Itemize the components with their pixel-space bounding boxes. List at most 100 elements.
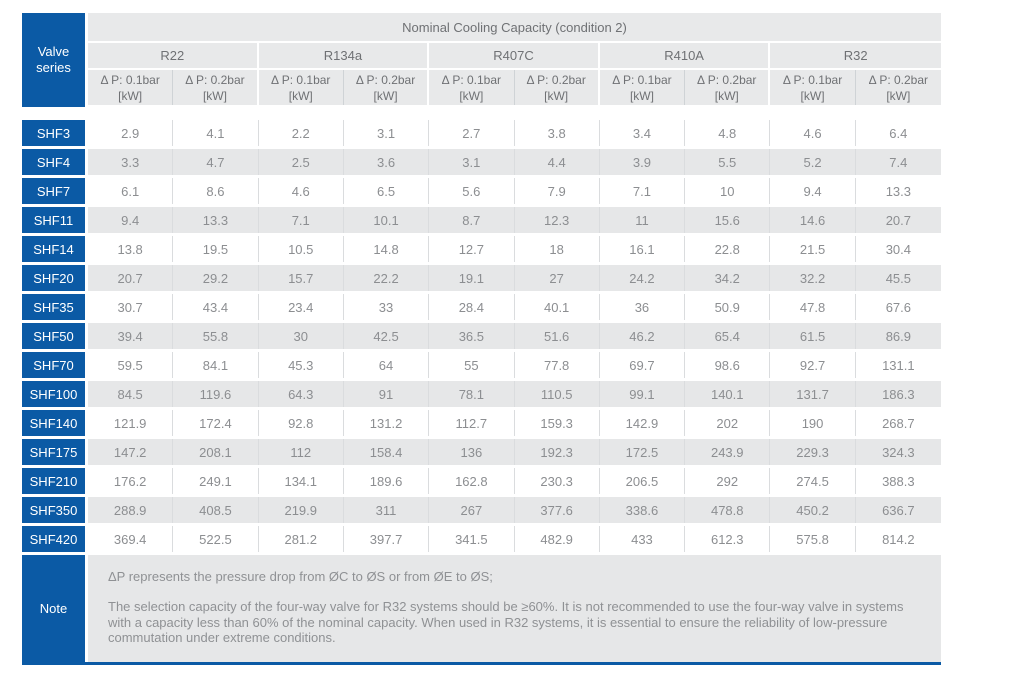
- capacity-cell: 12.3: [514, 207, 600, 233]
- pressure-drop-header: Δ P: 0.1bar [kW]: [429, 70, 515, 105]
- header-columns: Nominal Cooling Capacity (condition 2) R…: [88, 13, 941, 107]
- pressure-drop-header-row: Δ P: 0.1bar [kW] Δ P: 0.2bar [kW] Δ P: 0.1ba…: [88, 70, 941, 105]
- capacity-cell: 42.5: [343, 323, 430, 349]
- pressure-drop-header: Δ P: 0.1bar [kW]: [258, 70, 344, 105]
- capacity-cell: 47.8: [770, 294, 856, 320]
- capacity-cell: 112: [258, 439, 344, 465]
- capacity-cell: 92.8: [258, 410, 344, 436]
- capacity-cell: 16.1: [599, 236, 686, 262]
- capacity-cell: 64: [343, 352, 430, 378]
- capacity-cell: 274.5: [770, 468, 856, 494]
- capacity-cell: 13.8: [88, 236, 174, 262]
- pressure-drop-header: Δ P: 0.2bar [kW]: [343, 70, 430, 105]
- row-values: 6.1 8.6 4.6 6.5 5.6 7.9 7.1 10 9.4 13.3: [88, 178, 941, 204]
- capacity-cell: 67.6: [855, 294, 941, 320]
- capacity-cell: 814.2: [855, 526, 941, 552]
- refrigerant-header-row: R22 R134a R407C R410A R32: [88, 43, 941, 70]
- capacity-cell: 159.3: [514, 410, 600, 436]
- capacity-cell: 268.7: [855, 410, 941, 436]
- capacity-cell: 2.9: [88, 120, 174, 146]
- row-values: 30.7 43.4 23.4 33 28.4 40.1 36 50.9 47.8 67.6: [88, 294, 941, 320]
- capacity-cell: 7.1: [258, 207, 344, 233]
- refrigerant-header: R134a: [258, 43, 430, 70]
- capacity-cell: 189.6: [343, 468, 430, 494]
- capacity-cell: 522.5: [173, 526, 259, 552]
- unit-label: [kW]: [118, 88, 143, 103]
- capacity-cell: 131.7: [770, 381, 856, 407]
- capacity-cell: 208.1: [173, 439, 259, 465]
- pressure-drop-header: Δ P: 0.2bar [kW]: [514, 70, 600, 105]
- cooling-capacity-table: Valve series Nominal Cooling Capacity (c…: [22, 13, 941, 665]
- row-values: 2.9 4.1 2.2 3.1 2.7 3.8 3.4 4.8 4.6 6.4: [88, 120, 941, 146]
- capacity-cell: 30.7: [88, 294, 174, 320]
- valve-series-label: SHF210: [22, 468, 85, 494]
- capacity-cell: 30.4: [855, 236, 941, 262]
- capacity-cell: 65.4: [685, 323, 771, 349]
- pressure-drop-header: Δ P: 0.2bar [kW]: [855, 70, 941, 105]
- capacity-cell: 140.1: [685, 381, 771, 407]
- capacity-cell: 11: [599, 207, 686, 233]
- capacity-cell: 34.2: [685, 265, 771, 291]
- capacity-cell: 243.9: [685, 439, 771, 465]
- capacity-cell: 5.5: [685, 149, 771, 175]
- capacity-cell: 281.2: [258, 526, 344, 552]
- capacity-cell: 84.1: [173, 352, 259, 378]
- pressure-drop-label: Δ P: 0.2bar: [868, 73, 929, 87]
- pressure-drop-header: Δ P: 0.1bar [kW]: [599, 70, 686, 105]
- capacity-cell: 408.5: [173, 497, 259, 523]
- capacity-cell: 162.8: [429, 468, 515, 494]
- capacity-cell: 8.6: [173, 178, 259, 204]
- row-values: 288.9 408.5 219.9 311 267 377.6 338.6 478.8 450.…: [88, 497, 941, 523]
- pressure-drop-header: Δ P: 0.2bar [kW]: [173, 70, 259, 105]
- capacity-cell: 3.4: [599, 120, 686, 146]
- table-row: SHF7 6.1 8.6 4.6 6.5 5.6 7.9 7.1 10 9.4 13.3: [22, 178, 941, 204]
- capacity-cell: 478.8: [685, 497, 771, 523]
- capacity-cell: 311: [343, 497, 430, 523]
- capacity-cell: 229.3: [770, 439, 856, 465]
- capacity-cell: 219.9: [258, 497, 344, 523]
- capacity-cell: 176.2: [88, 468, 174, 494]
- valve-series-label: SHF3: [22, 120, 85, 146]
- table-row: SHF14 13.8 19.5 10.5 14.8 12.7 18 16.1 22.8 21.5 3…: [22, 236, 941, 262]
- table-row: SHF100 84.5 119.6 64.3 91 78.1 110.5 99.1 140.1 1…: [22, 381, 941, 407]
- capacity-cell: 206.5: [599, 468, 686, 494]
- note-label: Note: [22, 555, 85, 662]
- row-values: 39.4 55.8 30 42.5 36.5 51.6 46.2 65.4 61.5 86.9: [88, 323, 941, 349]
- capacity-cell: 5.6: [429, 178, 515, 204]
- capacity-cell: 55: [429, 352, 515, 378]
- capacity-cell: 14.6: [770, 207, 856, 233]
- capacity-cell: 61.5: [770, 323, 856, 349]
- capacity-cell: 230.3: [514, 468, 600, 494]
- capacity-cell: 612.3: [685, 526, 771, 552]
- capacity-cell: 172.5: [599, 439, 686, 465]
- capacity-cell: 2.2: [258, 120, 344, 146]
- note-line-1: ΔP represents the pressure drop from ØC …: [108, 569, 493, 584]
- pressure-drop-header: Δ P: 0.2bar [kW]: [685, 70, 771, 105]
- capacity-cell: 172.4: [173, 410, 259, 436]
- capacity-cell: 482.9: [514, 526, 600, 552]
- capacity-cell: 45.5: [855, 265, 941, 291]
- unit-label: [kW]: [373, 88, 398, 103]
- capacity-cell: 43.4: [173, 294, 259, 320]
- valve-series-label: SHF100: [22, 381, 85, 407]
- valve-series-label: SHF35: [22, 294, 85, 320]
- valve-series-label: SHF70: [22, 352, 85, 378]
- capacity-cell: 7.9: [514, 178, 600, 204]
- capacity-cell: 338.6: [599, 497, 686, 523]
- capacity-cell: 28.4: [429, 294, 515, 320]
- capacity-cell: 267: [429, 497, 515, 523]
- capacity-cell: 158.4: [343, 439, 430, 465]
- table-row: SHF70 59.5 84.1 45.3 64 55 77.8 69.7 98.6 92.7 131…: [22, 352, 941, 378]
- table-row: SHF3 2.9 4.1 2.2 3.1 2.7 3.8 3.4 4.8 4.6 6.4: [22, 120, 941, 146]
- capacity-cell: 4.6: [258, 178, 344, 204]
- capacity-cell: 5.2: [770, 149, 856, 175]
- capacity-cell: 3.1: [343, 120, 430, 146]
- capacity-cell: 3.8: [514, 120, 600, 146]
- table-row: SHF11 9.4 13.3 7.1 10.1 8.7 12.3 11 15.6 14.6 20.7: [22, 207, 941, 233]
- unit-label: [kW]: [886, 88, 911, 103]
- capacity-cell: 51.6: [514, 323, 600, 349]
- capacity-cell: 288.9: [88, 497, 174, 523]
- capacity-cell: 13.3: [173, 207, 259, 233]
- valve-series-label: SHF7: [22, 178, 85, 204]
